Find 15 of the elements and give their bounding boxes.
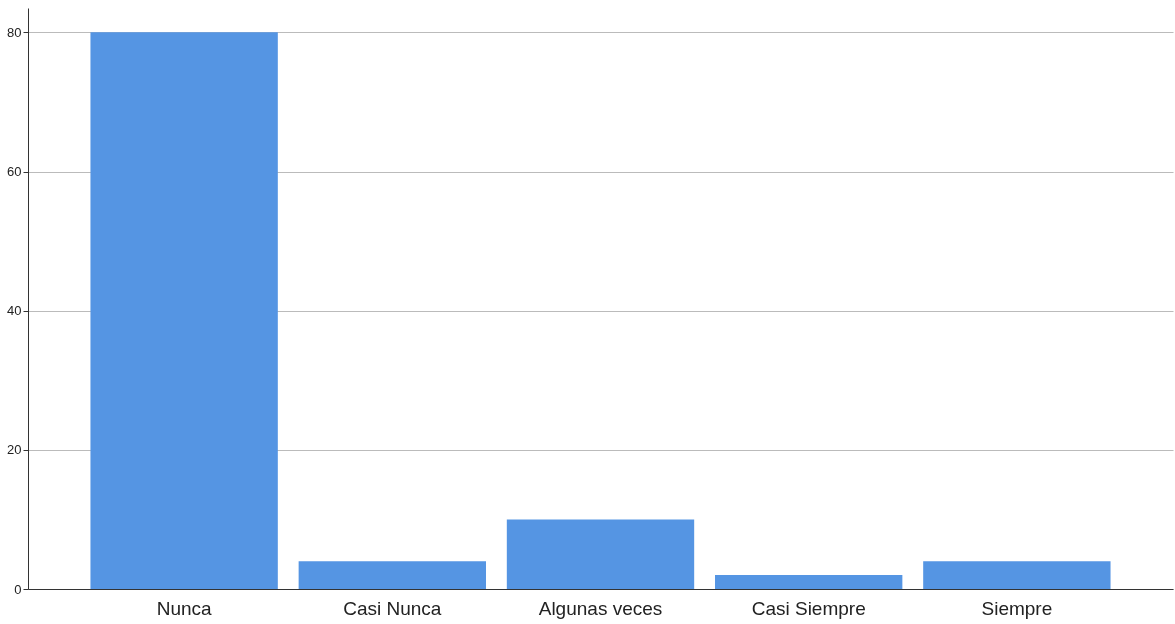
- bar: [923, 561, 1111, 589]
- bar: [298, 561, 486, 589]
- y-tick-label: 40: [7, 303, 22, 319]
- bar: [90, 32, 278, 589]
- x-tick-label: Nunca: [156, 597, 213, 619]
- bar: [715, 575, 903, 589]
- x-tick-label: Algunas veces: [538, 597, 663, 619]
- x-tick-label: Casi Nunca: [343, 597, 442, 619]
- bar: [506, 519, 695, 589]
- x-tick-label: Siempre: [981, 597, 1053, 619]
- y-tick-label: 20: [7, 442, 22, 458]
- y-tick-label: 0: [14, 581, 22, 597]
- y-tick-label: 80: [7, 24, 22, 40]
- x-tick-label: Casi Siempre: [751, 597, 866, 619]
- y-tick-label: 60: [7, 164, 22, 180]
